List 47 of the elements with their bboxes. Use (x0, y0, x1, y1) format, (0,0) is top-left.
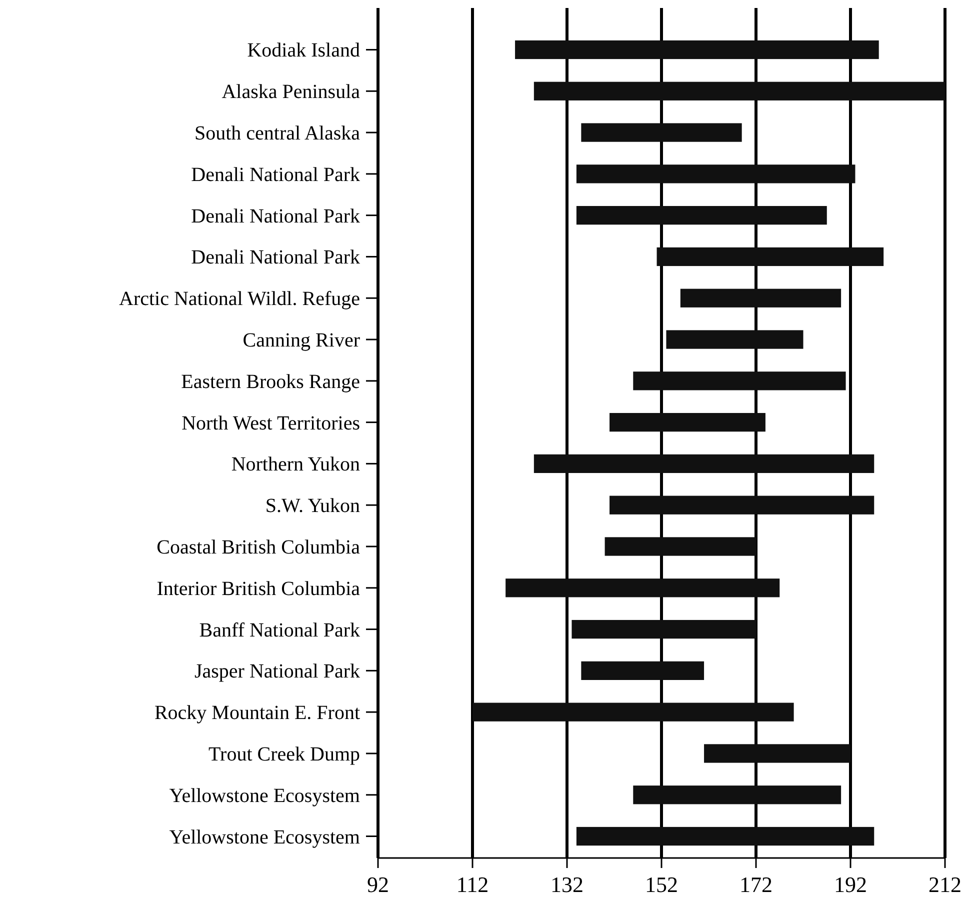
bar (581, 123, 742, 142)
y-tick-label: Northern Yukon (231, 454, 360, 476)
y-tick-label: Banff National Park (199, 619, 360, 642)
bar (604, 537, 756, 556)
y-tick-label: Yellowstone Ecosystem (169, 826, 360, 848)
y-tick-label: Denali National Park (191, 164, 360, 186)
y-tick-label: Interior British Columbia (156, 578, 360, 600)
y-tick-label: Denali National Park (191, 246, 360, 269)
y-tick-label: Yellowstone Ecosystem (169, 784, 360, 807)
x-tick-label: 92 (367, 872, 389, 897)
bar (506, 578, 780, 598)
bar (633, 372, 846, 390)
y-tick-label: South central Alaska (194, 122, 360, 145)
y-tick-label: S.W. Yukon (265, 495, 360, 518)
y-tick-label: Canning River (242, 330, 360, 352)
x-tick-label: 132 (550, 872, 584, 897)
bar (515, 40, 879, 60)
bar (704, 744, 850, 763)
x-tick-label: 172 (740, 872, 772, 897)
bar (576, 164, 856, 184)
x-tick-label: 212 (928, 872, 962, 897)
x-tick-label: 192 (834, 872, 867, 897)
bar (472, 702, 794, 722)
y-tick-label: Rocky Mountain E. Front (154, 702, 360, 724)
y-tick-label: Eastern Brooks Range (181, 370, 360, 393)
bar (576, 206, 827, 225)
bar (633, 786, 842, 804)
y-tick-label: Denali National Park (191, 205, 360, 228)
y-tick-label: Jasper National Park (194, 660, 360, 683)
bar (534, 82, 945, 100)
bar (610, 412, 766, 432)
y-tick-label: Coastal British Columbia (156, 536, 360, 558)
y-tick-label: North West Territories (182, 412, 360, 434)
bar (534, 454, 874, 474)
bar (581, 661, 704, 680)
y-tick-label: Trout Creek Dump (208, 743, 360, 766)
bar (572, 620, 756, 639)
bar (576, 826, 874, 846)
x-tick-label: 152 (645, 872, 678, 897)
y-tick-label: Kodiak Island (247, 40, 360, 62)
bar (680, 288, 842, 308)
bar (610, 496, 874, 514)
x-tick-label: 112 (456, 872, 489, 897)
y-tick-label: Arctic National Wildl. Refuge (119, 288, 360, 310)
y-tick-label: Alaska Peninsula (222, 81, 360, 104)
bar (666, 330, 804, 349)
bar (656, 247, 884, 266)
